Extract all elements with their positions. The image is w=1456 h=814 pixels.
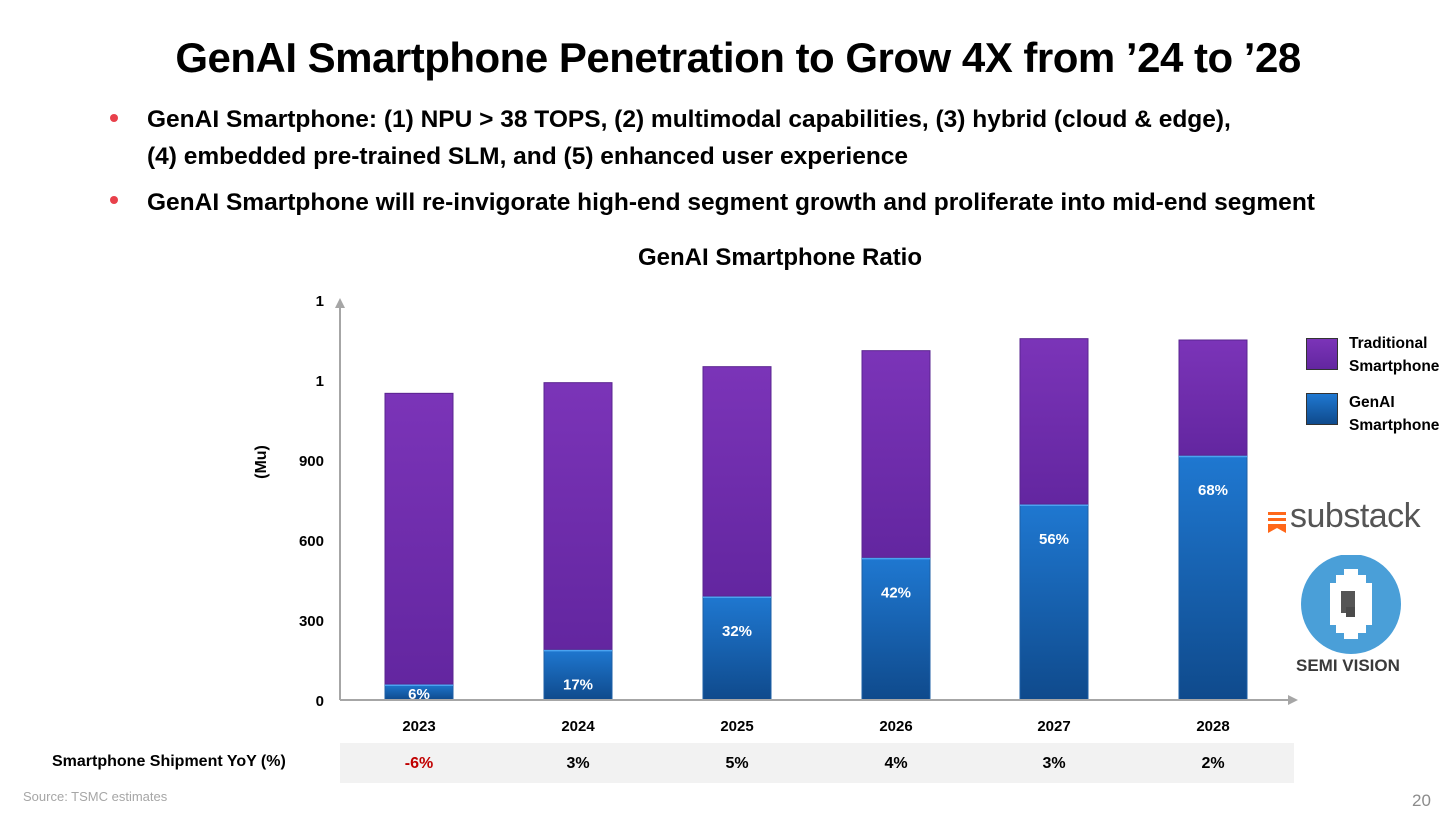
bar-traditional-2023 <box>384 392 454 685</box>
page-number: 20 <box>1412 791 1431 810</box>
legend-swatch-genai <box>1306 393 1338 425</box>
yoy-row-background <box>340 743 1294 783</box>
x-tick-label-2027: 2027 <box>1037 718 1070 735</box>
x-tick-label-2025: 2025 <box>720 718 753 735</box>
yoy-value-2023: -6% <box>404 755 434 772</box>
bar-genai-2026 <box>861 556 931 701</box>
bar-genai-2024 <box>543 648 613 701</box>
data-label-2027: 56% <box>1039 531 1069 548</box>
data-label-2028: 68% <box>1198 482 1228 499</box>
slide-title: GenAI Smartphone Penetration to Grow 4X … <box>175 34 1301 81</box>
bar-traditional-2024 <box>543 382 613 650</box>
semi-vision-logo-icon <box>1301 555 1401 654</box>
x-tick-label-2023: 2023 <box>402 718 435 735</box>
y-tick-label: 1 <box>316 293 324 310</box>
y-tick-label: 0 <box>316 693 324 710</box>
yoy-value-2026: 4% <box>884 755 908 772</box>
legend-traditional-line-1: Traditional <box>1349 335 1428 352</box>
legend-swatch-traditional <box>1306 338 1338 370</box>
substack-logo-icon <box>1268 512 1286 533</box>
y-tick-label: 300 <box>299 613 324 630</box>
chart-title: GenAI Smartphone Ratio <box>637 244 923 271</box>
bar-traditional-2028 <box>1178 339 1248 456</box>
bar-traditional-2026 <box>861 350 931 558</box>
bullet-1-line-1: GenAI Smartphone: (1) NPU > 38 TOPS, (2)… <box>147 106 1231 133</box>
data-label-2024: 17% <box>563 676 593 693</box>
bullet-1-line-2: (4) embedded pre-trained SLM, and (5) en… <box>147 143 909 170</box>
y-tick-label: 900 <box>299 453 324 470</box>
y-tick-label: 1 <box>316 373 324 390</box>
bar-genai-2027 <box>1019 503 1089 701</box>
data-label-2023: 6% <box>408 686 430 703</box>
y-axis-title: (Mu) <box>253 445 270 479</box>
data-label-2025: 32% <box>722 623 752 640</box>
yoy-row-label: Smartphone Shipment YoY (%) <box>52 753 286 770</box>
yoy-value-2028: 2% <box>1201 755 1225 772</box>
yoy-value-2024: 3% <box>566 755 590 772</box>
bar-traditional-2027 <box>1019 338 1089 505</box>
bullet-2-line-1: GenAI Smartphone will re-invigorate high… <box>147 189 1315 216</box>
y-tick-label: 600 <box>299 533 324 550</box>
semi-vision-wordmark: SEMI VISION <box>1296 656 1400 675</box>
x-axis-arrow <box>1288 695 1298 705</box>
legend-genai-line-2: Smartphone <box>1349 417 1440 434</box>
legend-genai-line-1: GenAI <box>1349 394 1395 411</box>
x-tick-label-2028: 2028 <box>1196 718 1229 735</box>
x-tick-label-2024: 2024 <box>561 718 595 735</box>
yoy-value-2025: 5% <box>725 755 749 772</box>
y-axis-arrow <box>335 298 345 308</box>
source-note: Source: TSMC estimates <box>23 789 168 804</box>
substack-wordmark: substack <box>1290 497 1421 535</box>
x-tick-label-2026: 2026 <box>879 718 912 735</box>
bar-traditional-2025 <box>702 366 772 597</box>
bullet-marker-2 <box>110 196 118 204</box>
legend-label-traditional: Traditional Smartphone <box>1349 332 1439 378</box>
legend-label-genai: GenAI Smartphone <box>1349 391 1439 437</box>
bullet-marker-1 <box>110 114 118 122</box>
bar-genai-2025 <box>702 595 772 701</box>
legend-traditional-line-2: Smartphone <box>1349 358 1440 375</box>
yoy-value-2027: 3% <box>1042 755 1066 772</box>
data-label-2026: 42% <box>881 584 911 601</box>
